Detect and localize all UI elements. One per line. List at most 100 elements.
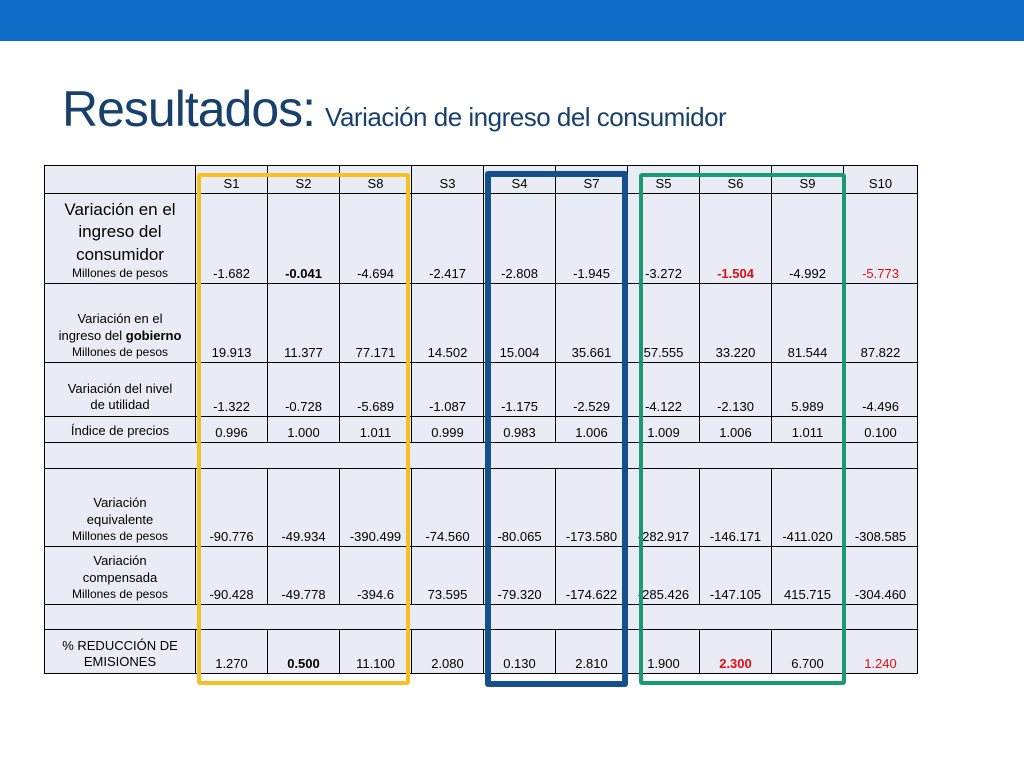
row-label-text: ingreso del <box>58 328 126 344</box>
row-label-equivalente: Variación equivalente Millones de pesos <box>44 468 196 547</box>
row-label-utilidad: Variación del nivel de utilidad <box>44 362 196 417</box>
table-cell: -282.917 <box>627 468 700 547</box>
header-cell-s3: S3 <box>411 165 484 194</box>
table-cell: -2.808 <box>483 193 556 284</box>
table-cell: -1.175 <box>483 362 556 417</box>
table-cell: -2.529 <box>555 362 628 417</box>
table-cell: 2.810 <box>555 629 628 674</box>
table-row-precios: Índice de precios 0.996 1.000 1.011 0.99… <box>44 416 918 443</box>
table-cell: -2.417 <box>411 193 484 284</box>
empty-row-cell <box>44 604 918 630</box>
table-cell: -90.776 <box>195 468 268 547</box>
table-cell: -49.778 <box>267 546 340 605</box>
table-row-consumidor: Variación en el ingreso del consumidor M… <box>44 193 918 284</box>
empty-row-cell <box>44 442 918 469</box>
header-cell-s1: S1 <box>195 165 268 194</box>
table-cell: 87.822 <box>843 283 918 363</box>
table-cell: 11.377 <box>267 283 340 363</box>
row-label-line: compensada <box>82 570 158 586</box>
table-cell: -1.504 <box>699 193 772 284</box>
header-cell-s9: S9 <box>771 165 844 194</box>
table-cell: -3.272 <box>627 193 700 284</box>
header-cell-s10: S10 <box>843 165 918 194</box>
table-cell: 11.100 <box>339 629 412 674</box>
table-cell: -90.428 <box>195 546 268 605</box>
row-label-compensada: Variación compensada Millones de pesos <box>44 546 196 605</box>
table-cell: -80.065 <box>483 468 556 547</box>
table-cell: -4.992 <box>771 193 844 284</box>
table-cell: 1.240 <box>843 629 918 674</box>
table-cell: -1.682 <box>195 193 268 284</box>
slide-title-subtitle: Variación de ingreso del consumidor <box>325 102 727 132</box>
header-cell-s2: S2 <box>267 165 340 194</box>
table-cell: -394.6 <box>339 546 412 605</box>
table-cell: 1.900 <box>627 629 700 674</box>
table-cell: 0.999 <box>411 416 484 443</box>
row-label-line: Variación en el ingreso del <box>64 200 176 242</box>
table-cell: -0.728 <box>267 362 340 417</box>
table-cell: -173.580 <box>555 468 628 547</box>
table-row-compensada: Variación compensada Millones de pesos -… <box>44 546 918 605</box>
table-row-emisiones: % REDUCCIÓN DE EMISIONES 1.270 0.500 11.… <box>44 629 918 674</box>
table-cell: 0.500 <box>267 629 340 674</box>
row-label-precios: Índice de precios <box>44 416 196 443</box>
table-cell: 19.913 <box>195 283 268 363</box>
row-unit: Millones de pesos <box>71 528 169 543</box>
row-unit: Millones de pesos <box>71 344 169 359</box>
table-cell: -174.622 <box>555 546 628 605</box>
table-cell: -390.499 <box>339 468 412 547</box>
row-label-line: Índice de precios <box>70 423 170 439</box>
table-header-row: S1 S2 S8 S3 S4 S7 S5 S6 S9 S10 <box>44 165 918 194</box>
table-cell: 1.006 <box>699 416 772 443</box>
slide-title: Resultados: Variación de ingreso del cons… <box>62 81 727 137</box>
table-cell: 2.080 <box>411 629 484 674</box>
table-cell: -0.041 <box>267 193 340 284</box>
row-label-line: de utilidad <box>90 397 150 413</box>
row-label-line: consumidor <box>76 244 164 264</box>
table-cell: 1.000 <box>267 416 340 443</box>
row-unit: Millones de pesos <box>71 586 169 601</box>
table-cell: 0.996 <box>195 416 268 443</box>
table-cell: 6.700 <box>771 629 844 674</box>
header-cell-s4: S4 <box>483 165 556 194</box>
header-cell-s5: S5 <box>627 165 700 194</box>
table-cell: -304.460 <box>843 546 918 605</box>
table-cell: 14.502 <box>411 283 484 363</box>
header-cell-corner <box>44 165 196 194</box>
slide-title-main: Resultados: <box>62 81 316 137</box>
row-label-line: Variación <box>93 553 147 569</box>
table-cell: -2.130 <box>699 362 772 417</box>
row-unit: Millones de pesos <box>71 265 169 280</box>
row-label-line: Variación <box>93 495 147 511</box>
table-cell: 0.130 <box>483 629 556 674</box>
table-cell: 1.006 <box>555 416 628 443</box>
table-cell: 81.544 <box>771 283 844 363</box>
table-cell: 1.009 <box>627 416 700 443</box>
row-label-line: Variación en el <box>77 311 163 327</box>
table-row-equivalente: Variación equivalente Millones de pesos … <box>44 468 918 547</box>
row-label-bold: gobierno <box>125 328 182 344</box>
row-label-consumidor: Variación en el ingreso del consumidor M… <box>44 193 196 284</box>
table-cell: -5.773 <box>843 193 918 284</box>
table-cell: -49.934 <box>267 468 340 547</box>
results-table: S1 S2 S8 S3 S4 S7 S5 S6 S9 S10 Variación… <box>44 165 918 674</box>
table-row-gobierno: Variación en el ingreso del gobierno Mil… <box>44 283 918 363</box>
table-cell: -285.426 <box>627 546 700 605</box>
table-cell: -308.585 <box>843 468 918 547</box>
table-cell: -5.689 <box>339 362 412 417</box>
table-cell: 15.004 <box>483 283 556 363</box>
table-cell: 0.100 <box>843 416 918 443</box>
row-label-line: EMISIONES <box>83 654 157 670</box>
row-label-line: ingreso del gobierno <box>47 328 193 345</box>
table-cell: 73.595 <box>411 546 484 605</box>
table-cell: 0.983 <box>483 416 556 443</box>
table-cell: 2.300 <box>699 629 772 674</box>
table-cell: 415.715 <box>771 546 844 605</box>
table-cell: 5.989 <box>771 362 844 417</box>
table-cell: -147.105 <box>699 546 772 605</box>
top-accent-bar <box>0 0 1024 41</box>
header-cell-s7: S7 <box>555 165 628 194</box>
table-cell: -1.945 <box>555 193 628 284</box>
table-row-empty <box>44 604 918 630</box>
table-cell: 35.661 <box>555 283 628 363</box>
